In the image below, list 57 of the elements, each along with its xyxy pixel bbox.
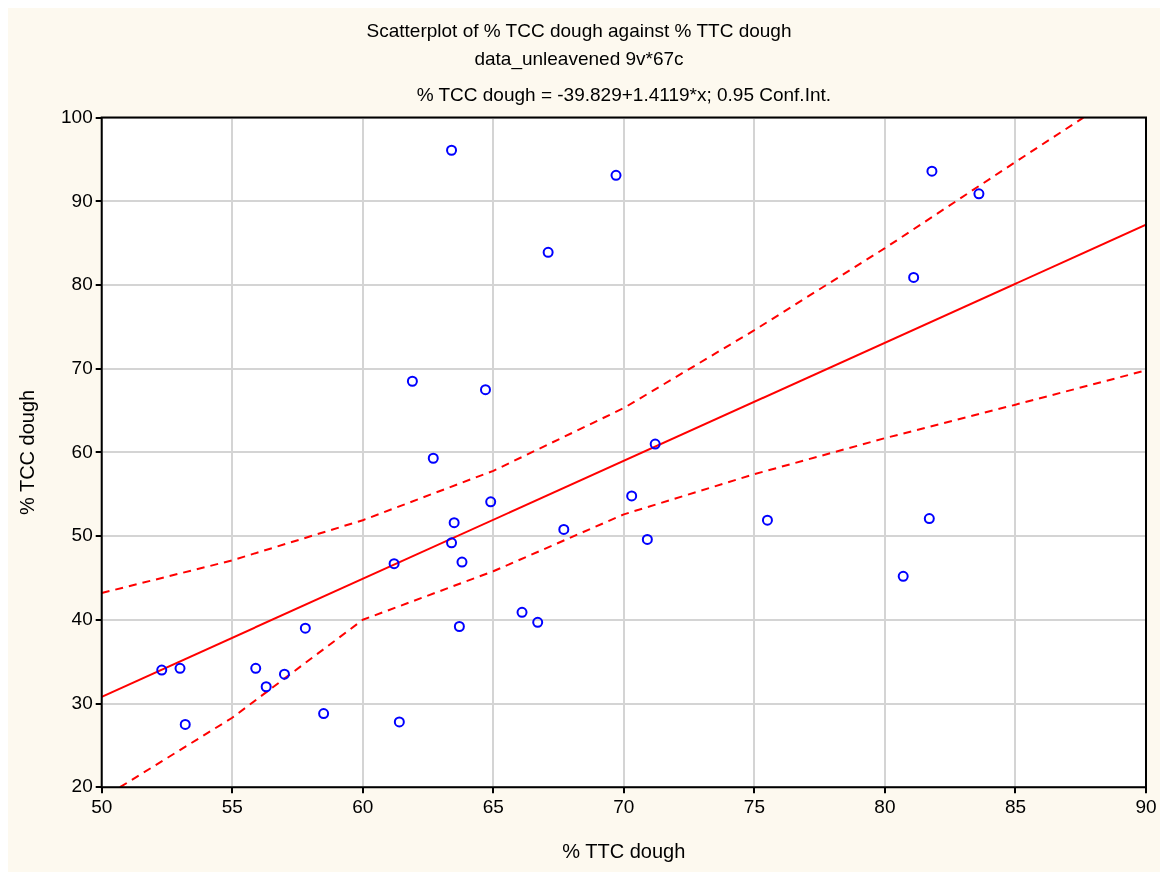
point: [479, 384, 491, 396]
point: [388, 558, 400, 570]
point: [453, 621, 465, 632]
y-tick-label: 60: [71, 440, 93, 462]
y-axis-title: % TCC dough: [15, 389, 38, 516]
point: [456, 556, 468, 568]
x-tick-label: 65: [482, 795, 504, 817]
chart-title: Scatterplot of % TCC dough against % TTC dough: [366, 19, 792, 41]
point: [926, 165, 938, 177]
point: [761, 514, 773, 526]
x-tick-label: 50: [91, 795, 113, 817]
chart-subtitle: data_unleavened 9v*67c: [474, 48, 684, 71]
line-series: [101, 117, 1085, 595]
y-tick-label: 40: [71, 608, 93, 630]
point: [923, 513, 935, 525]
x-tick-label: 55: [221, 795, 243, 817]
point: [446, 144, 458, 156]
x-tick-label: 60: [352, 795, 374, 817]
x-tick-label: 70: [613, 795, 635, 817]
y-tick-label: 30: [71, 691, 93, 713]
point: [641, 533, 653, 545]
point: [448, 517, 460, 529]
text: % TCC dough = -39.829+1.4119*x; 0.95 Conf.Int.: [416, 83, 832, 105]
point: [278, 668, 290, 680]
point: [299, 622, 311, 634]
point: [897, 570, 909, 582]
point: [318, 708, 330, 720]
point: [485, 496, 497, 508]
x-tick-label: 80: [874, 795, 896, 817]
y-tick-label: 70: [71, 356, 93, 378]
x-tick-label: 85: [1004, 795, 1027, 817]
y-tick-label: 20: [71, 775, 93, 797]
y-tick-label: 50: [71, 524, 93, 546]
x-tick-label: 75: [743, 795, 765, 817]
point: [250, 662, 262, 674]
point: [516, 606, 528, 618]
point: [174, 662, 186, 674]
point: [393, 716, 405, 728]
point: [260, 681, 272, 693]
point: [532, 616, 544, 628]
point: [406, 375, 418, 387]
point: [558, 523, 570, 535]
point: [179, 718, 191, 730]
point: [446, 537, 458, 549]
y-tick-label: 80: [71, 273, 93, 295]
y-tick-label: 90: [71, 189, 93, 211]
point: [973, 188, 985, 200]
point: [626, 490, 638, 502]
point: [610, 169, 622, 181]
y-tick-label: 100: [61, 105, 93, 127]
point: [649, 438, 661, 450]
point: [908, 271, 920, 283]
point: [542, 246, 554, 258]
point: [427, 452, 439, 464]
x-axis-title: % TTC dough: [562, 839, 686, 862]
point: [156, 664, 168, 676]
x-tick-label: 90: [1135, 795, 1157, 817]
